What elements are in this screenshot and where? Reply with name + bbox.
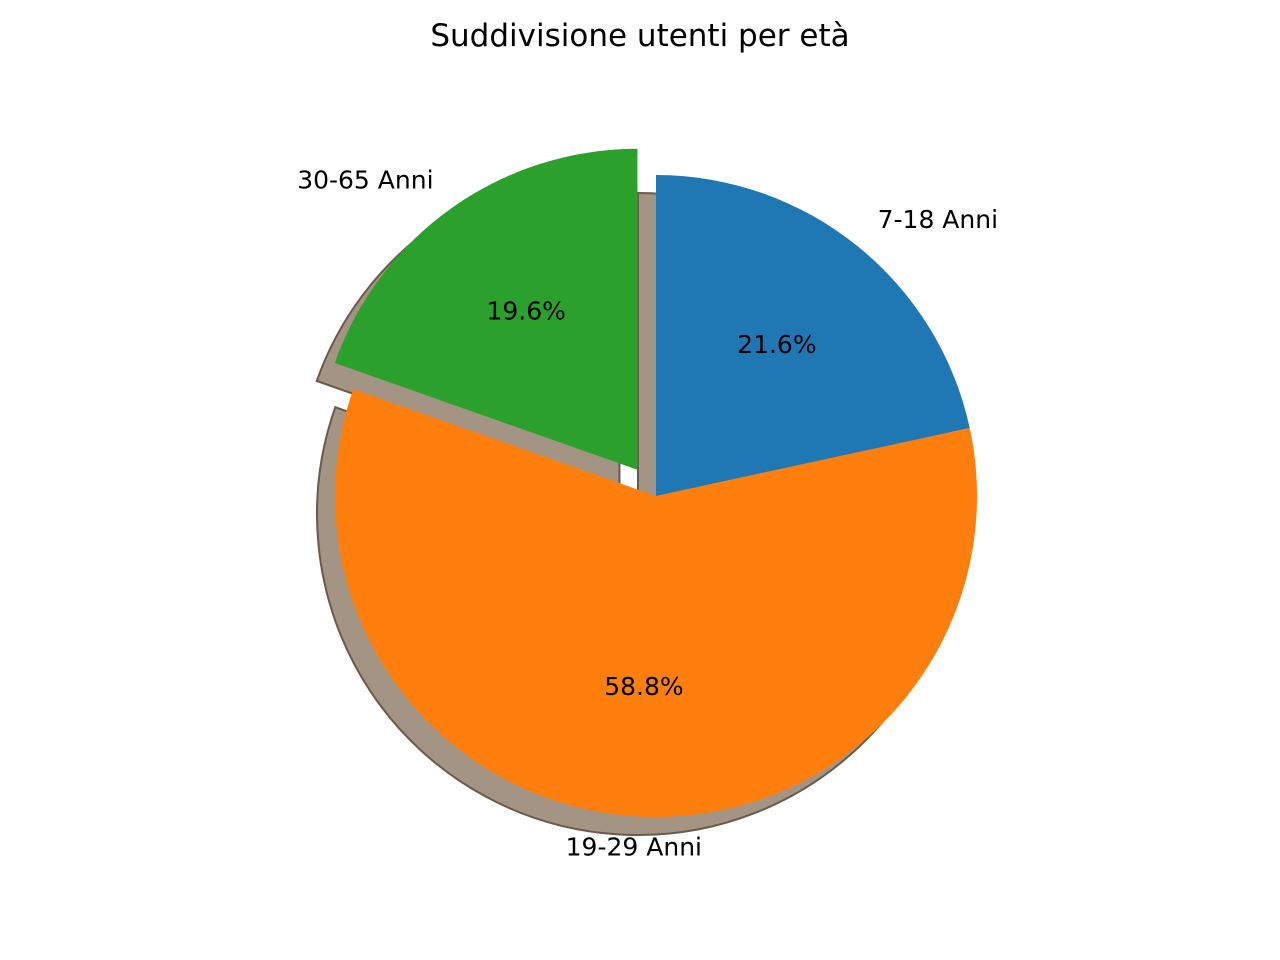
label-layer: 7-18 Anni 21.6% 19-29 Anni 58.8% 30-65 Anni 1…: [297, 166, 998, 862]
slice-label-7-18-anni: 7-18 Anni: [878, 205, 998, 234]
slice-percent-30-65-anni: 19.6%: [487, 297, 566, 326]
pie-slice-30-65-anni: [334, 148, 638, 470]
slice-label-30-65-anni: 30-65 Anni: [297, 166, 433, 195]
pie-slice-7-18-anni: [656, 175, 970, 496]
slice-label-19-29-anni: 19-29 Anni: [566, 832, 702, 861]
pie-slice-19-29-anni: [334, 389, 978, 817]
slice-layer: [334, 148, 978, 817]
chart-title: Suddivisione utenti per età: [430, 18, 849, 54]
slice-percent-19-29-anni: 58.8%: [604, 672, 683, 701]
slice-percent-7-18-anni: 21.6%: [737, 330, 816, 359]
